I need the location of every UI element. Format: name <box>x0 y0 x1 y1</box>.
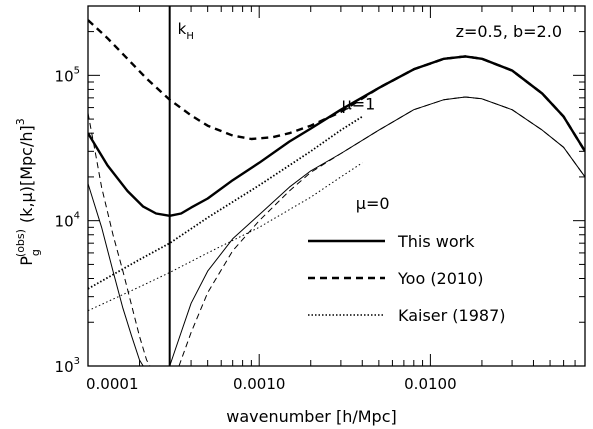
y-tick-label: 105 <box>55 65 80 85</box>
y-axis-label: Pg(obs) (k,μ)[Mpc/h]3 <box>14 118 42 265</box>
y-tick-label: 104 <box>55 211 80 231</box>
y-label-sup: (obs) <box>14 229 27 257</box>
y-axis-label-text: Pg(obs) (k,μ)[Mpc/h]3 <box>14 118 42 265</box>
k-horizon-marker: kH <box>168 6 194 366</box>
series-line-kaiser-1987-mu0 <box>88 162 363 312</box>
plot-frame <box>87 5 586 367</box>
series-line-yoo-2010-mu0 <box>88 113 151 366</box>
curve-label-mu0: μ=0 <box>356 194 390 213</box>
y-label-sub: g <box>29 249 42 256</box>
chart-annotation: z=0.5, b=2.0 <box>456 22 562 41</box>
x-tick-label: 0.0100 <box>404 375 457 393</box>
x-tick-label: 0.0001 <box>86 375 139 393</box>
axes-group <box>87 5 586 367</box>
y-tick-exponent: 4 <box>74 211 80 222</box>
y-tick-exponent: 5 <box>74 65 80 76</box>
series-line-yoo-2010-mu1 <box>88 19 585 152</box>
series-line-yoo-2010-mu0-branch2 <box>178 96 585 366</box>
curves-group <box>88 19 585 366</box>
series-line-this-work-mu1 <box>88 55 585 217</box>
x-axis-label: wavenumber [h/Mpc] <box>226 407 397 426</box>
legend: This work Yoo (2010) Kaiser (1987) <box>308 232 506 325</box>
y-label-rest: (k,μ)[Mpc/h] <box>17 125 36 223</box>
y-tick-exponent: 3 <box>74 356 80 367</box>
y-label-base: P <box>17 256 36 266</box>
series-line-this-work-mu0 <box>88 183 144 366</box>
y-tick-label: 103 <box>55 356 80 376</box>
k-horizon-label: kH <box>178 20 194 42</box>
series-line-this-work-mu0-branch2 <box>169 96 585 366</box>
labels-group: 103 104 105 0.0001 0.0010 0.0100 wavenumber [h… <box>14 22 562 426</box>
y-label-power: 3 <box>14 118 27 125</box>
x-tick-label: 0.0010 <box>233 375 286 393</box>
k-horizon-subscript: H <box>186 31 194 42</box>
legend-label-this-work: This work <box>397 232 475 251</box>
legend-label-yoo-2010: Yoo (2010) <box>397 269 484 288</box>
curve-label-mu1: μ=1 <box>342 95 376 114</box>
legend-label-kaiser-1987: Kaiser (1987) <box>398 306 506 325</box>
